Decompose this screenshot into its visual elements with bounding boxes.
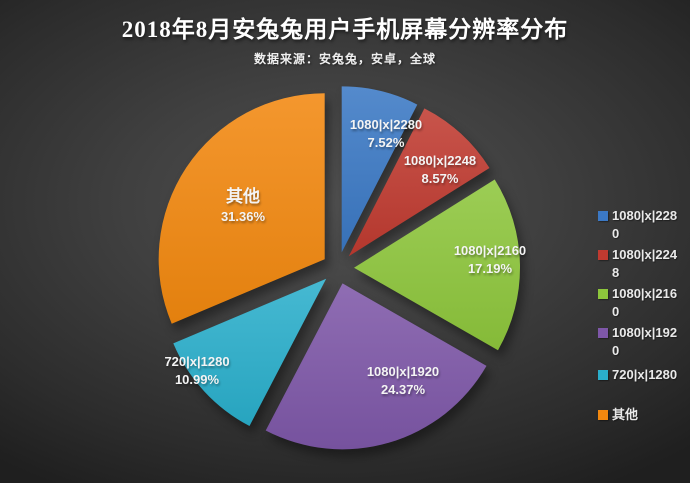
pie-slice	[173, 278, 327, 426]
legend-item: 1080|x|1920	[598, 324, 682, 360]
legend-marker	[598, 250, 608, 260]
legend-marker	[598, 289, 608, 299]
legend-item: 1080|x|2248	[598, 246, 682, 282]
legend-item: 1080|x|2160	[598, 285, 682, 321]
legend-marker	[598, 410, 608, 420]
legend-marker	[598, 211, 608, 221]
legend-item: 720|x|1280	[598, 366, 682, 384]
pie-slice	[354, 179, 521, 351]
legend-item: 其他	[598, 406, 682, 424]
legend-marker	[598, 370, 608, 380]
legend-label: 1080|x|2160	[612, 286, 678, 319]
pie-slice	[348, 108, 490, 257]
pie-slice	[341, 86, 418, 253]
pie-slice	[265, 283, 487, 450]
legend-label: 其他	[612, 407, 639, 422]
legend-label: 1080|x|2248	[612, 247, 678, 280]
legend-label: 1080|x|2280	[612, 208, 678, 241]
legend-label: 720|x|1280	[612, 367, 678, 382]
legend-marker	[598, 328, 608, 338]
legend-label: 1080|x|1920	[612, 325, 678, 358]
pie-slice	[158, 93, 325, 324]
legend-item: 1080|x|2280	[598, 207, 682, 243]
